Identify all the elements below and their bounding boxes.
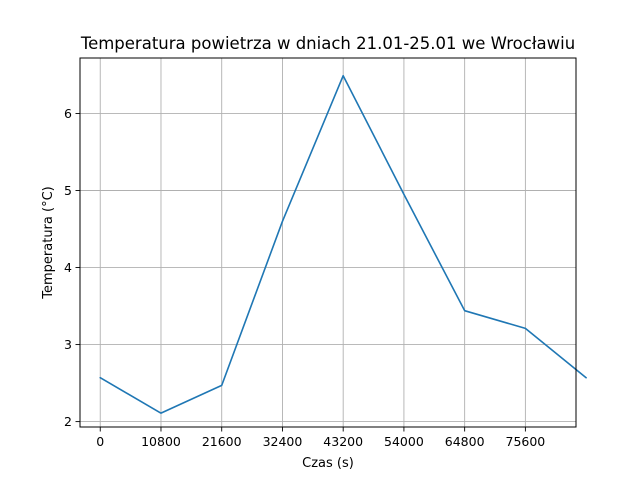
x-tick-label: 54000 <box>384 434 424 449</box>
y-tick-label: 3 <box>64 337 72 352</box>
y-axis-label: Temperatura (°C) <box>41 186 56 299</box>
series-layer <box>99 74 587 414</box>
x-tick-label: 64800 <box>445 434 485 449</box>
y-tick-label: 2 <box>64 414 72 429</box>
y-axis-ticks: 2 3 4 5 6 <box>64 106 80 429</box>
x-tick-label: 43200 <box>323 434 363 449</box>
x-axis-ticks: 0 10800 21600 32400 43200 54000 64800 75600 <box>96 427 545 449</box>
series-line <box>99 74 587 414</box>
y-tick-label: 6 <box>64 106 72 121</box>
x-tick-label: 10800 <box>141 434 181 449</box>
chart-title: Temperatura powietrza w dniach 21.01-25.… <box>80 34 575 53</box>
x-tick-label: 0 <box>96 434 104 449</box>
x-tick-label: 21600 <box>202 434 242 449</box>
x-axis-label: Czas (s) <box>302 456 354 471</box>
plot-frame <box>79 57 577 428</box>
x-tick-label: 32400 <box>263 434 303 449</box>
y-tick-label: 5 <box>64 183 72 198</box>
y-tick-label: 4 <box>64 260 72 275</box>
x-tick-label: 75600 <box>506 434 546 449</box>
